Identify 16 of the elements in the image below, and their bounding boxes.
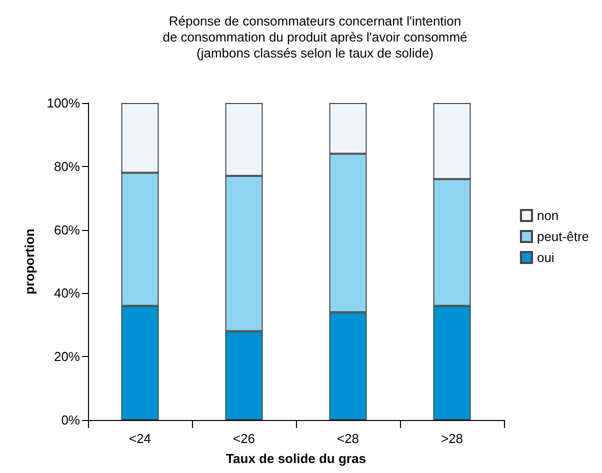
chart-title: Réponse de consommateurs concernant l'intention de consommation du produit après l'avoir consommé (jambons classés selon le taux de solide): [162, 14, 468, 60]
legend-label: oui: [536, 250, 554, 265]
x-tick-label: <24: [128, 431, 152, 446]
y-tick-label: 20%: [54, 349, 80, 364]
y-tick-label: 80%: [54, 158, 80, 174]
x-tick-label: <26: [232, 431, 256, 446]
y-tick-label: 40%: [54, 286, 80, 301]
y-tick-label: 0%: [61, 412, 80, 428]
x-tick-label: >28: [440, 431, 464, 446]
x-tick-label: <28: [336, 431, 360, 446]
y-tick-label: 60%: [54, 222, 80, 238]
legend-label: peut-être: [536, 229, 590, 244]
y-tick-label: 100%: [46, 96, 80, 110]
y-axis-title: proportion: [22, 228, 37, 294]
legend-label: non: [536, 208, 559, 223]
x-axis-title: Taux de solide du gras: [226, 451, 366, 466]
